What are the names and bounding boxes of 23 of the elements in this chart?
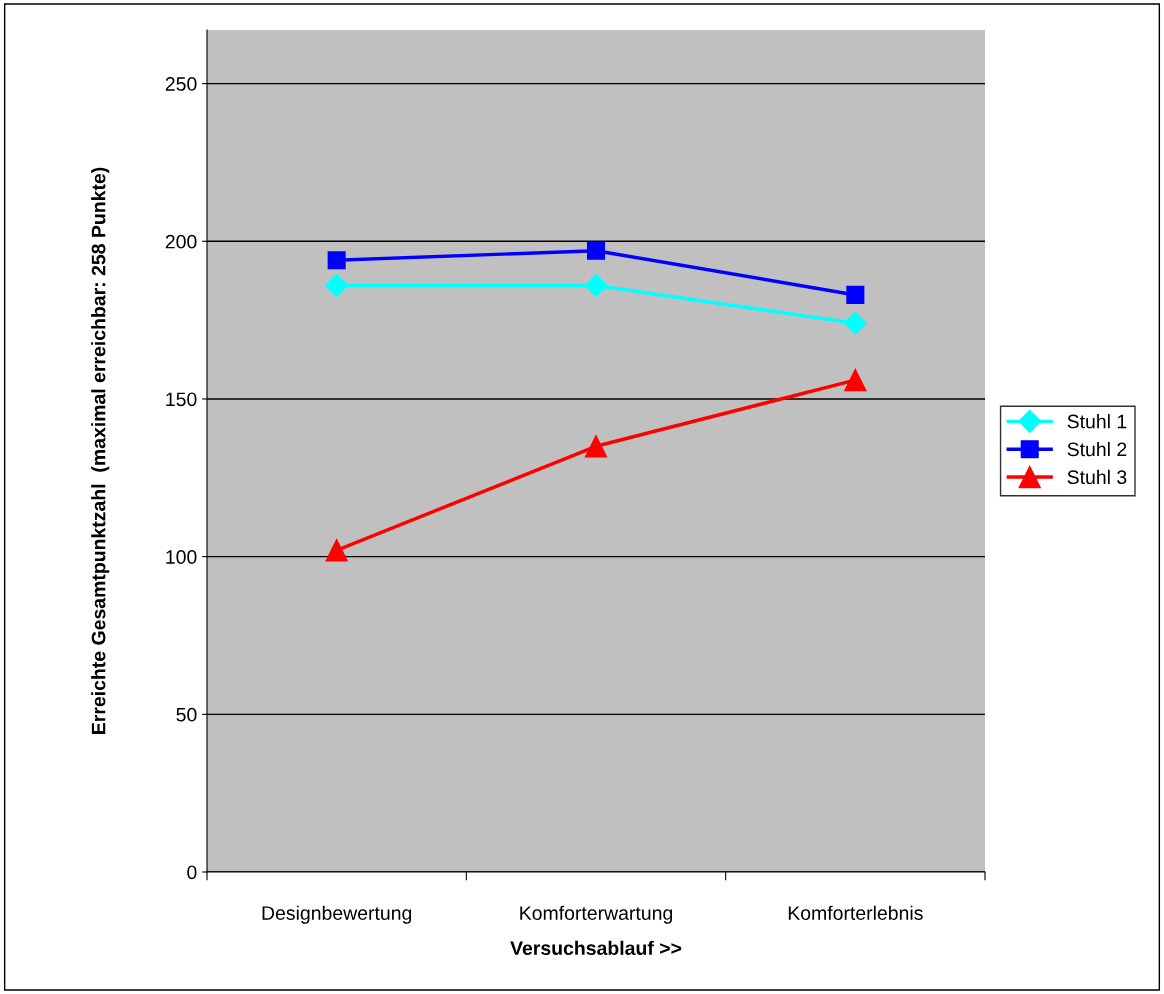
legend-label: Stuhl 3 [1067, 469, 1127, 485]
point [584, 435, 608, 458]
y-tick-label: 250 [165, 77, 197, 91]
point [325, 539, 348, 562]
y-axis-title: Erreichte Gesamtpunktzahl (maximal erreichbar: 258 Punkte) [91, 167, 110, 734]
point [325, 273, 349, 297]
legend-label: Stuhl 2 [1067, 441, 1127, 457]
y-tick-label: 0 [187, 865, 197, 880]
x-tick-label: Komforterwartung [520, 905, 673, 924]
point [327, 251, 346, 270]
point [586, 241, 606, 260]
y-tick-label: 100 [166, 550, 197, 564]
y-tick-label: 200 [165, 234, 197, 249]
point [844, 368, 867, 392]
point [846, 285, 865, 304]
point [843, 311, 867, 335]
x-tick-label: Designbewertung [262, 905, 412, 924]
x-axis-title: Versuchsablauf >> [510, 940, 682, 956]
point [584, 273, 608, 297]
y-tick-label: 150 [166, 392, 197, 407]
y-tick-label: 50 [176, 707, 197, 722]
x-tick-label: Komforterlebnis [788, 905, 923, 920]
legend-label: Stuhl 1 [1067, 414, 1127, 429]
